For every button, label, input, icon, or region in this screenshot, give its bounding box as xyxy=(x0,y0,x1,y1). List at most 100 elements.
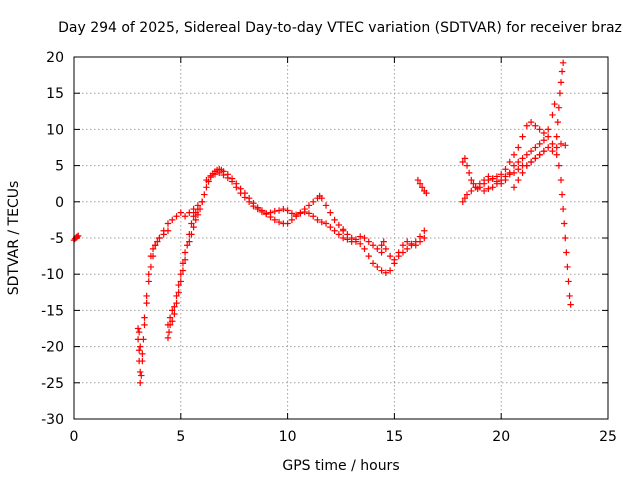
data-point xyxy=(344,231,351,238)
data-point xyxy=(258,208,266,216)
series-pass-f xyxy=(203,169,385,256)
data-point xyxy=(391,256,398,263)
data-point xyxy=(188,231,195,238)
data-point xyxy=(463,162,471,169)
data-point xyxy=(169,318,176,325)
data-point xyxy=(510,151,518,158)
y-tick-label: -25 xyxy=(41,376,64,392)
data-point xyxy=(418,184,426,191)
data-point xyxy=(361,234,368,242)
data-point xyxy=(164,220,172,227)
data-point xyxy=(395,249,402,256)
data-point xyxy=(192,216,199,224)
data-point xyxy=(137,343,144,350)
data-point xyxy=(352,238,360,245)
data-point xyxy=(275,207,283,214)
data-point xyxy=(536,126,543,133)
data-point xyxy=(527,147,535,155)
data-point xyxy=(141,321,148,329)
data-point xyxy=(186,238,193,245)
x-tick-label: 15 xyxy=(385,429,403,445)
data-point xyxy=(374,245,381,253)
data-point xyxy=(203,176,210,184)
data-point xyxy=(555,162,563,169)
data-point xyxy=(555,104,563,111)
data-point xyxy=(177,271,184,278)
data-point xyxy=(557,140,565,148)
data-point xyxy=(184,242,191,249)
series-pass-b xyxy=(135,227,172,358)
data-point xyxy=(207,172,214,179)
data-point xyxy=(459,198,466,205)
data-point xyxy=(165,328,173,336)
x-axis-label: GPS time / hours xyxy=(282,458,399,474)
data-point xyxy=(322,202,330,209)
data-point xyxy=(532,144,539,151)
data-layer xyxy=(70,59,574,386)
data-point xyxy=(245,198,253,205)
data-point xyxy=(540,137,548,144)
series-pass-m xyxy=(510,144,574,308)
data-point xyxy=(147,263,155,271)
data-point xyxy=(559,59,567,66)
data-point xyxy=(540,147,548,155)
data-point xyxy=(271,208,278,215)
data-point xyxy=(75,232,82,240)
data-point xyxy=(237,189,244,197)
data-point xyxy=(549,140,556,148)
y-tick-label: -5 xyxy=(50,231,64,247)
data-point xyxy=(527,118,535,126)
data-point xyxy=(181,213,189,220)
data-point xyxy=(171,310,178,318)
data-point xyxy=(292,211,300,219)
grid-layer xyxy=(74,57,608,419)
data-point xyxy=(305,210,313,217)
x-tick-label: 10 xyxy=(279,429,297,445)
data-point xyxy=(378,242,385,249)
data-point xyxy=(305,202,313,209)
data-point xyxy=(559,205,567,213)
data-point xyxy=(566,292,573,300)
data-point xyxy=(297,210,304,217)
y-tick-label: 20 xyxy=(46,50,64,66)
data-point xyxy=(465,169,473,177)
series-pass-i xyxy=(414,176,430,197)
data-point xyxy=(380,238,387,245)
x-tick-label: 20 xyxy=(492,429,510,445)
data-point xyxy=(506,158,513,166)
data-point xyxy=(241,194,249,201)
data-point xyxy=(335,221,343,229)
data-point xyxy=(164,227,172,234)
data-point xyxy=(414,176,422,184)
data-point xyxy=(164,334,172,342)
data-point xyxy=(561,220,568,227)
series-pass-j xyxy=(459,118,569,192)
data-point xyxy=(138,372,145,379)
data-point xyxy=(190,223,197,231)
series-pass-k xyxy=(459,100,558,205)
data-point xyxy=(558,68,566,75)
data-point xyxy=(211,171,219,178)
data-point xyxy=(565,278,572,285)
data-point xyxy=(544,133,552,140)
data-point xyxy=(378,267,385,274)
data-point xyxy=(472,184,479,191)
x-tick-label: 5 xyxy=(176,429,185,445)
data-point xyxy=(160,231,167,238)
data-point xyxy=(378,249,385,256)
data-point xyxy=(335,231,343,238)
data-point xyxy=(515,176,522,184)
data-point xyxy=(177,278,184,285)
data-point xyxy=(562,234,569,242)
data-point xyxy=(461,155,469,162)
data-point xyxy=(145,271,152,278)
data-point xyxy=(463,191,471,198)
data-point xyxy=(284,220,291,227)
data-point xyxy=(480,176,488,184)
data-point xyxy=(553,144,560,151)
data-point xyxy=(201,191,208,198)
data-point xyxy=(151,242,159,249)
data-point xyxy=(498,176,505,184)
data-point xyxy=(519,155,526,162)
data-point xyxy=(134,336,142,343)
